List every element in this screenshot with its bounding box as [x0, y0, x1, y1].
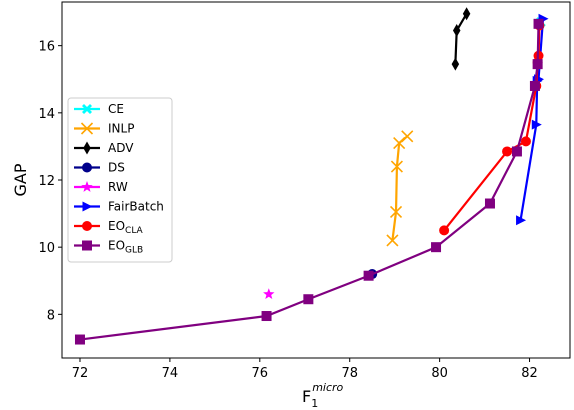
legend-item: DS	[74, 161, 125, 175]
legend-item: EOCLA	[74, 219, 144, 236]
y-axis-ticks: 8 10 12 14 16	[38, 40, 62, 323]
y-tick-label: 16	[38, 40, 55, 55]
x-tick-label: 78	[341, 366, 358, 381]
legend-box	[67, 97, 173, 263]
series-line	[79, 23, 540, 341]
legend-marker	[82, 201, 93, 212]
data-point	[261, 311, 272, 322]
data-point	[452, 24, 461, 38]
data-point	[502, 146, 513, 157]
series-eo-glb	[74, 18, 544, 345]
legend-marker	[82, 162, 92, 173]
data-point	[263, 288, 275, 300]
y-tick-label: 14	[38, 107, 55, 122]
data-point	[386, 234, 399, 247]
x-tick-label: 74	[162, 366, 179, 381]
legend-label: CE	[108, 102, 124, 116]
legend-label: RW	[108, 180, 128, 194]
data-point	[529, 80, 540, 91]
data-point	[533, 18, 544, 29]
legend-label: FairBatch	[108, 200, 164, 214]
legend-item: INLP	[74, 122, 134, 136]
data-point	[484, 198, 495, 209]
data-point	[390, 160, 403, 173]
data-point	[303, 294, 314, 305]
data-point	[520, 136, 531, 147]
x-axis-label-sup: micro	[312, 381, 343, 394]
series-layer	[74, 7, 549, 345]
data-point	[431, 242, 442, 253]
legend: CE INLP ADV DS RW FairBatch EOCLA EOGLB	[67, 97, 173, 263]
legend-marker	[82, 240, 92, 251]
data-point	[439, 225, 450, 236]
series-line	[391, 135, 408, 241]
y-tick-label: 8	[47, 308, 55, 323]
series-adv	[451, 7, 471, 71]
legend-marker	[83, 141, 91, 155]
legend-item: ADV	[74, 141, 134, 155]
series-line	[454, 13, 468, 65]
x-axis-ticks: 72 74 76 78 80 82	[72, 358, 538, 381]
x-axis-label-main: F	[302, 387, 311, 406]
y-tick-label: 10	[38, 241, 55, 256]
y-axis-label: GAP	[11, 163, 30, 196]
data-point	[516, 215, 527, 226]
series-rw	[263, 288, 275, 300]
legend-item: RW	[74, 180, 128, 194]
legend-item: CE	[74, 102, 124, 116]
legend-item: EOGLB	[74, 239, 143, 256]
x-axis-label-sub: 1	[311, 397, 318, 410]
legend-item: FairBatch	[74, 200, 164, 214]
series-fairbatch	[516, 13, 549, 226]
data-point	[531, 119, 542, 130]
x-axis-label: F1 micro	[302, 381, 344, 410]
data-point	[532, 59, 543, 70]
legend-marker	[82, 221, 92, 231]
legend-marker	[80, 122, 94, 135]
data-point	[511, 146, 522, 157]
legend-label: INLP	[108, 122, 134, 136]
x-tick-label: 72	[72, 366, 89, 381]
data-point	[393, 136, 406, 150]
series-inlp	[386, 130, 414, 247]
x-tick-label: 76	[252, 366, 269, 381]
legend-label: EOCLA	[108, 219, 144, 236]
legend-marker	[81, 181, 93, 192]
x-tick-label: 80	[431, 366, 448, 381]
legend-label: EOGLB	[108, 239, 143, 256]
y-tick-label: 12	[38, 174, 55, 189]
legend-label: ADV	[108, 141, 134, 155]
data-point	[74, 334, 85, 345]
x-tick-label: 82	[521, 366, 538, 381]
legend-label: DS	[108, 161, 125, 175]
legend-marker	[82, 104, 92, 114]
data-point	[462, 7, 471, 21]
data-point	[401, 130, 414, 143]
data-point	[363, 270, 374, 281]
data-point	[451, 57, 460, 71]
data-point	[389, 205, 403, 218]
